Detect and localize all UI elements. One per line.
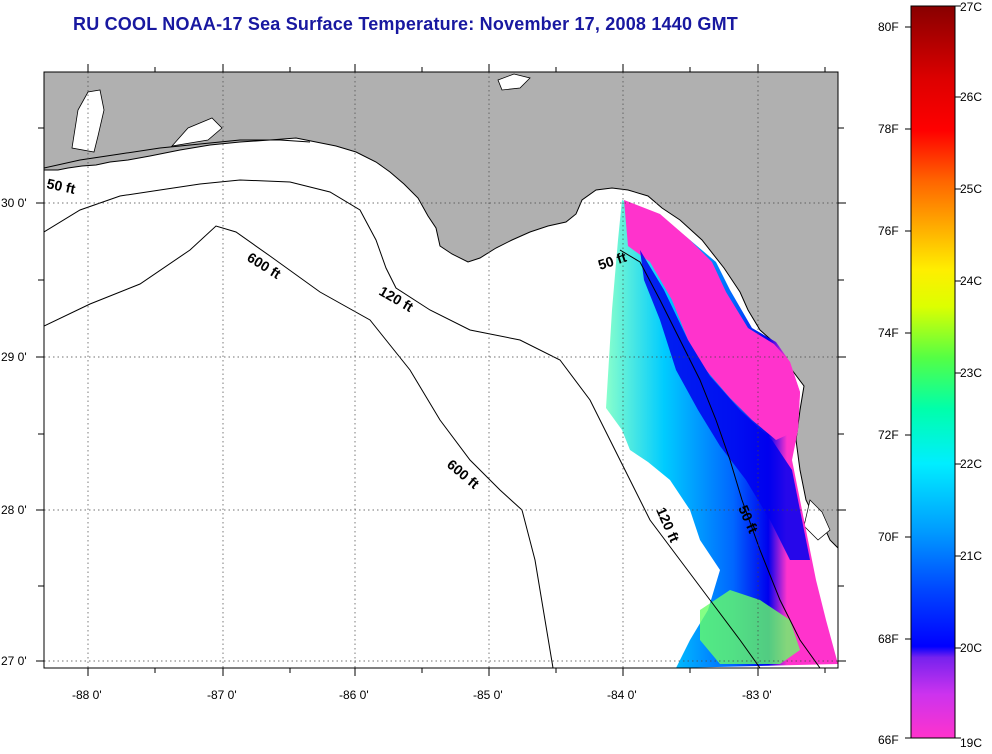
contour-600ft bbox=[44, 225, 554, 668]
contour-120ft bbox=[44, 179, 761, 668]
green-patch bbox=[700, 590, 800, 664]
colorbar-c-label: 27C bbox=[960, 0, 983, 14]
lat-label: 29 0' bbox=[1, 350, 27, 364]
lon-label: -86 0' bbox=[339, 688, 369, 702]
bay bbox=[71, 89, 105, 153]
colorbar-c-label: 20C bbox=[960, 641, 983, 655]
colorbar-f-label: 76F bbox=[878, 224, 899, 238]
warm-band bbox=[624, 200, 800, 440]
colorbar-f-label: 68F bbox=[878, 632, 899, 646]
colorbar-f-label: 78F bbox=[878, 122, 899, 136]
colorbar-c-label: 22C bbox=[960, 457, 983, 471]
colorbar-c-label: 21C bbox=[960, 549, 983, 563]
contour-50ft bbox=[44, 139, 311, 169]
lon-label: -83 0' bbox=[742, 688, 772, 702]
lon-label: -87 0' bbox=[207, 688, 237, 702]
colorbar-c-label: 19C bbox=[960, 736, 983, 750]
tick-marks bbox=[36, 64, 846, 676]
blue-band bbox=[640, 250, 810, 560]
lon-label: -88 0' bbox=[72, 688, 102, 702]
bay bbox=[497, 73, 531, 91]
contour-label: 50 ft bbox=[45, 175, 77, 197]
colorbar bbox=[910, 5, 956, 739]
lat-label: 28 0' bbox=[1, 503, 27, 517]
colorbar-f-label: 72F bbox=[878, 428, 899, 442]
colorbar-c-label: 23C bbox=[960, 366, 983, 380]
colorbar-f-label: 70F bbox=[878, 530, 899, 544]
colorbar-c-label: 25C bbox=[960, 182, 983, 196]
colorbar-c-label: 26C bbox=[960, 90, 983, 104]
lat-label: 30 0' bbox=[1, 196, 27, 210]
contour-50ft-shelf bbox=[619, 249, 821, 668]
map-title: RU COOL NOAA-17 Sea Surface Temperature:… bbox=[73, 14, 738, 34]
colorbar-c-label: 24C bbox=[960, 274, 983, 288]
colorbar-f-label: 66F bbox=[878, 733, 899, 747]
lat-label: 27 0' bbox=[1, 654, 27, 668]
graticule bbox=[44, 72, 838, 668]
map-frame bbox=[43, 71, 839, 669]
colorbar-f-label: 74F bbox=[878, 326, 899, 340]
lon-label: -84 0' bbox=[607, 688, 637, 702]
colorbar-f-label: 80F bbox=[878, 20, 899, 34]
lon-label: -85 0' bbox=[473, 688, 503, 702]
land bbox=[44, 72, 838, 549]
bay bbox=[170, 117, 223, 147]
